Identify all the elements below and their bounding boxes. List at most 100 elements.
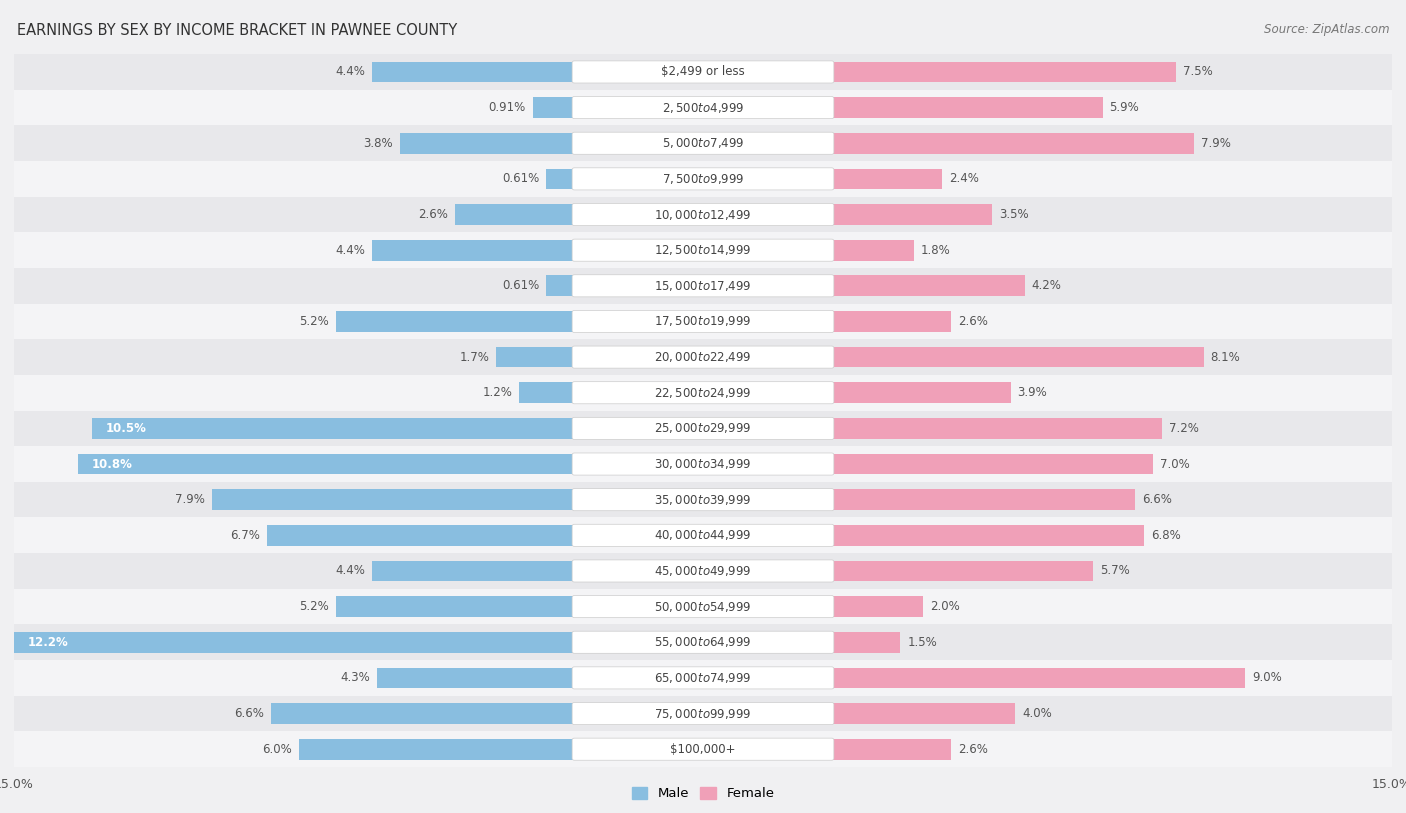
Bar xyxy=(14,197,1392,233)
Bar xyxy=(831,561,1094,581)
Text: EARNINGS BY SEX BY INCOME BRACKET IN PAWNEE COUNTY: EARNINGS BY SEX BY INCOME BRACKET IN PAW… xyxy=(17,23,457,37)
Text: 7.5%: 7.5% xyxy=(1182,66,1213,78)
Text: 10.5%: 10.5% xyxy=(105,422,146,435)
Text: $17,500 to $19,999: $17,500 to $19,999 xyxy=(654,315,752,328)
Bar xyxy=(831,133,1195,154)
FancyBboxPatch shape xyxy=(572,417,834,440)
FancyBboxPatch shape xyxy=(572,489,834,511)
Text: $45,000 to $49,999: $45,000 to $49,999 xyxy=(654,564,752,578)
Text: $20,000 to $22,499: $20,000 to $22,499 xyxy=(654,350,752,364)
Bar xyxy=(831,204,993,225)
Bar xyxy=(14,89,1392,125)
FancyBboxPatch shape xyxy=(572,560,834,582)
Bar xyxy=(831,98,1102,118)
Text: $2,499 or less: $2,499 or less xyxy=(661,66,745,78)
Bar xyxy=(14,125,1392,161)
Text: $7,500 to $9,999: $7,500 to $9,999 xyxy=(662,172,744,186)
Bar xyxy=(211,489,575,510)
FancyBboxPatch shape xyxy=(572,596,834,618)
FancyBboxPatch shape xyxy=(572,203,834,225)
Text: 4.2%: 4.2% xyxy=(1032,280,1062,293)
Legend: Male, Female: Male, Female xyxy=(626,781,780,806)
FancyBboxPatch shape xyxy=(572,239,834,261)
Bar xyxy=(14,624,1392,660)
Text: 4.0%: 4.0% xyxy=(1022,707,1052,720)
Text: 1.5%: 1.5% xyxy=(907,636,938,649)
Bar xyxy=(373,62,575,82)
Bar xyxy=(14,446,1392,482)
Text: 5.9%: 5.9% xyxy=(1109,101,1139,114)
Bar xyxy=(14,660,1392,696)
Text: 4.4%: 4.4% xyxy=(336,564,366,577)
Text: 7.0%: 7.0% xyxy=(1160,458,1189,471)
Text: 1.2%: 1.2% xyxy=(482,386,512,399)
Bar xyxy=(831,418,1163,439)
Bar xyxy=(533,98,575,118)
Text: 4.4%: 4.4% xyxy=(336,66,366,78)
FancyBboxPatch shape xyxy=(572,97,834,119)
Text: 4.4%: 4.4% xyxy=(336,244,366,257)
Bar xyxy=(14,303,1392,339)
Text: 6.6%: 6.6% xyxy=(1142,493,1171,506)
Text: 7.2%: 7.2% xyxy=(1170,422,1199,435)
Text: Source: ZipAtlas.com: Source: ZipAtlas.com xyxy=(1264,23,1389,36)
Bar xyxy=(831,596,924,617)
Bar xyxy=(377,667,575,689)
Bar xyxy=(271,703,575,724)
Text: $30,000 to $34,999: $30,000 to $34,999 xyxy=(654,457,752,471)
Text: $5,000 to $7,499: $5,000 to $7,499 xyxy=(662,137,744,150)
Bar xyxy=(456,204,575,225)
Text: 3.5%: 3.5% xyxy=(1000,208,1029,221)
Bar xyxy=(299,739,575,759)
FancyBboxPatch shape xyxy=(572,702,834,724)
Text: 6.8%: 6.8% xyxy=(1152,528,1181,541)
Bar xyxy=(831,62,1175,82)
Bar xyxy=(831,311,950,332)
Bar xyxy=(399,133,575,154)
Text: $25,000 to $29,999: $25,000 to $29,999 xyxy=(654,421,752,436)
Text: 6.7%: 6.7% xyxy=(231,528,260,541)
Bar xyxy=(14,696,1392,732)
FancyBboxPatch shape xyxy=(572,61,834,83)
Text: 1.7%: 1.7% xyxy=(460,350,489,363)
Bar xyxy=(496,347,575,367)
Text: 12.2%: 12.2% xyxy=(28,636,69,649)
Bar xyxy=(14,411,1392,446)
Text: 7.9%: 7.9% xyxy=(1201,137,1232,150)
Bar xyxy=(831,525,1144,546)
Text: 1.8%: 1.8% xyxy=(921,244,950,257)
Text: 6.6%: 6.6% xyxy=(235,707,264,720)
FancyBboxPatch shape xyxy=(572,453,834,475)
Text: 3.8%: 3.8% xyxy=(363,137,392,150)
Text: $40,000 to $44,999: $40,000 to $44,999 xyxy=(654,528,752,542)
FancyBboxPatch shape xyxy=(572,275,834,297)
Bar xyxy=(831,454,1153,474)
Bar xyxy=(336,596,575,617)
Bar xyxy=(14,518,1392,553)
Text: $12,500 to $14,999: $12,500 to $14,999 xyxy=(654,243,752,257)
Text: 6.0%: 6.0% xyxy=(262,743,292,755)
Text: $100,000+: $100,000+ xyxy=(671,743,735,755)
Bar xyxy=(14,339,1392,375)
Bar xyxy=(831,240,914,260)
Bar xyxy=(831,667,1244,689)
Text: 2.4%: 2.4% xyxy=(949,172,979,185)
Bar xyxy=(831,489,1135,510)
Bar xyxy=(14,233,1392,268)
Text: $10,000 to $12,499: $10,000 to $12,499 xyxy=(654,207,752,221)
Bar xyxy=(14,553,1392,589)
Text: $2,500 to $4,999: $2,500 to $4,999 xyxy=(662,101,744,115)
FancyBboxPatch shape xyxy=(572,311,834,333)
FancyBboxPatch shape xyxy=(572,133,834,154)
Text: 3.9%: 3.9% xyxy=(1018,386,1047,399)
Bar xyxy=(93,418,575,439)
Text: $65,000 to $74,999: $65,000 to $74,999 xyxy=(654,671,752,685)
FancyBboxPatch shape xyxy=(572,346,834,368)
Bar xyxy=(831,632,900,653)
Text: $50,000 to $54,999: $50,000 to $54,999 xyxy=(654,600,752,614)
Bar xyxy=(14,632,575,653)
Bar xyxy=(14,589,1392,624)
Text: $35,000 to $39,999: $35,000 to $39,999 xyxy=(654,493,752,506)
Text: 2.6%: 2.6% xyxy=(418,208,449,221)
Text: 5.2%: 5.2% xyxy=(299,315,329,328)
